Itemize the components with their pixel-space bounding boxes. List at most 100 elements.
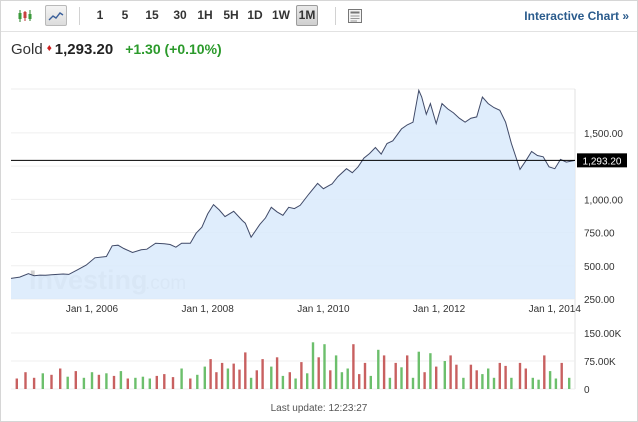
volume-bar bbox=[475, 370, 478, 389]
volume-bar bbox=[244, 352, 247, 389]
last-update: Last update: 12:23:27 bbox=[1, 403, 637, 414]
price-chart[interactable]: Investing.com1,293.20250.00500.00750.001… bbox=[1, 71, 637, 401]
volume-bar bbox=[429, 353, 432, 389]
volume-bar bbox=[568, 377, 571, 389]
volume-bar bbox=[531, 377, 534, 389]
volume-bar bbox=[249, 377, 253, 389]
volume-bar bbox=[346, 368, 349, 389]
volume-bar bbox=[510, 377, 513, 389]
price-tick-label: 1,500.00 bbox=[584, 129, 623, 140]
current-price-label: 1,293.20 bbox=[583, 156, 622, 167]
volume-bar bbox=[323, 344, 326, 389]
volume-bar bbox=[498, 362, 501, 389]
volume-bar bbox=[15, 378, 18, 389]
timeframe-1d-button[interactable]: 1D bbox=[247, 8, 263, 22]
volume-bar bbox=[126, 378, 129, 389]
volume-bar bbox=[317, 357, 320, 389]
volume-bar bbox=[281, 375, 285, 389]
volume-bar bbox=[352, 344, 355, 389]
volume-bar bbox=[524, 368, 527, 389]
volume-bar bbox=[469, 364, 473, 389]
volume-bar bbox=[203, 366, 206, 389]
last-price: 1,293.20 bbox=[54, 41, 114, 58]
volume-bar bbox=[492, 377, 496, 389]
quote-header: Gold ♦ 1,293.20 +1.30 (+0.10%) bbox=[11, 41, 222, 61]
candlestick-chart-icon[interactable] bbox=[14, 5, 36, 26]
volume-bar bbox=[537, 379, 540, 389]
toolbar-divider bbox=[79, 7, 80, 25]
volume-bar bbox=[543, 355, 546, 389]
volume-bar bbox=[163, 374, 166, 389]
volume-bar bbox=[334, 355, 338, 389]
x-tick-label: Jan 1, 2008 bbox=[182, 304, 235, 315]
volume-bar bbox=[417, 351, 420, 389]
volume-bar bbox=[462, 377, 465, 389]
price-tick-label: 750.00 bbox=[584, 229, 615, 240]
volume-bar bbox=[294, 378, 297, 389]
volume-bar bbox=[455, 364, 458, 389]
volume-bar bbox=[481, 374, 484, 389]
price-change: +1.30 (+0.10%) bbox=[125, 41, 222, 57]
x-tick-label: Jan 1, 2010 bbox=[297, 304, 350, 315]
volume-bar bbox=[449, 355, 452, 389]
timeframe-1h-button[interactable]: 1H bbox=[197, 8, 213, 22]
volume-bar bbox=[300, 362, 303, 389]
volume-bar bbox=[180, 368, 183, 389]
volume-bar bbox=[504, 365, 507, 389]
volume-bar bbox=[560, 362, 563, 389]
toolbar-divider bbox=[335, 7, 336, 25]
volume-bar bbox=[340, 372, 344, 389]
volume-bar bbox=[232, 363, 235, 389]
timeframe-5-button[interactable]: 5 bbox=[121, 8, 129, 22]
volume-bar bbox=[226, 368, 230, 389]
volume-bar bbox=[435, 366, 438, 389]
line-chart-icon[interactable] bbox=[45, 5, 67, 26]
timeframe-15-button[interactable]: 15 bbox=[145, 8, 159, 22]
volume-bar bbox=[394, 362, 397, 389]
volume-bar bbox=[220, 362, 224, 389]
x-tick-label: Jan 1, 2006 bbox=[66, 304, 119, 315]
volume-bar bbox=[41, 373, 44, 389]
interactive-chart-link[interactable]: Interactive Chart » bbox=[524, 9, 629, 23]
volume-bar bbox=[189, 378, 192, 389]
volume-bar bbox=[32, 377, 36, 389]
timeframe-5h-button[interactable]: 5H bbox=[223, 8, 239, 22]
volume-bar bbox=[90, 372, 94, 389]
timeframe-1-button[interactable]: 1 bbox=[96, 8, 104, 22]
timeframe-1w-button[interactable]: 1W bbox=[272, 8, 290, 22]
timeframe-1m-button[interactable]: 1M bbox=[296, 5, 318, 26]
volume-bar bbox=[238, 369, 241, 389]
volume-bar bbox=[50, 374, 53, 389]
chart-settings-icon[interactable] bbox=[344, 5, 366, 26]
volume-bar bbox=[112, 375, 116, 389]
volume-bar bbox=[97, 374, 101, 389]
volume-tick-label: 75.00K bbox=[584, 357, 616, 368]
volume-bar bbox=[423, 372, 426, 389]
volume-bar bbox=[548, 371, 552, 389]
volume-bar bbox=[275, 357, 279, 389]
volume-bar bbox=[24, 372, 27, 389]
current-price-label-bg bbox=[577, 153, 627, 168]
volume-bar bbox=[119, 371, 123, 389]
volume-tick-label: 150.00K bbox=[584, 329, 622, 340]
price-tick-label: 500.00 bbox=[584, 262, 615, 273]
volume-bar bbox=[215, 372, 218, 389]
volume-bar bbox=[82, 377, 86, 389]
volume-bar bbox=[400, 367, 403, 389]
volume-bar bbox=[148, 378, 151, 389]
price-area-fill bbox=[11, 90, 575, 299]
volume-bar bbox=[171, 377, 175, 389]
volume-bar bbox=[261, 359, 264, 389]
last-update-label: Last update: bbox=[270, 403, 326, 414]
volume-bar bbox=[255, 370, 258, 389]
volume-bar bbox=[209, 359, 212, 389]
timeframe-30-button[interactable]: 30 bbox=[173, 8, 187, 22]
volume-tick-label: 0 bbox=[584, 385, 590, 396]
chart-toolbar: 1 5 15 30 1H 5H 1D 1W 1M Interactive Chart » bbox=[1, 1, 637, 32]
volume-bar bbox=[377, 349, 380, 389]
volume-bar bbox=[105, 373, 108, 389]
volume-bar bbox=[288, 372, 291, 389]
volume-bar bbox=[59, 368, 62, 389]
volume-bar bbox=[487, 368, 490, 389]
volume-bar bbox=[66, 376, 69, 389]
